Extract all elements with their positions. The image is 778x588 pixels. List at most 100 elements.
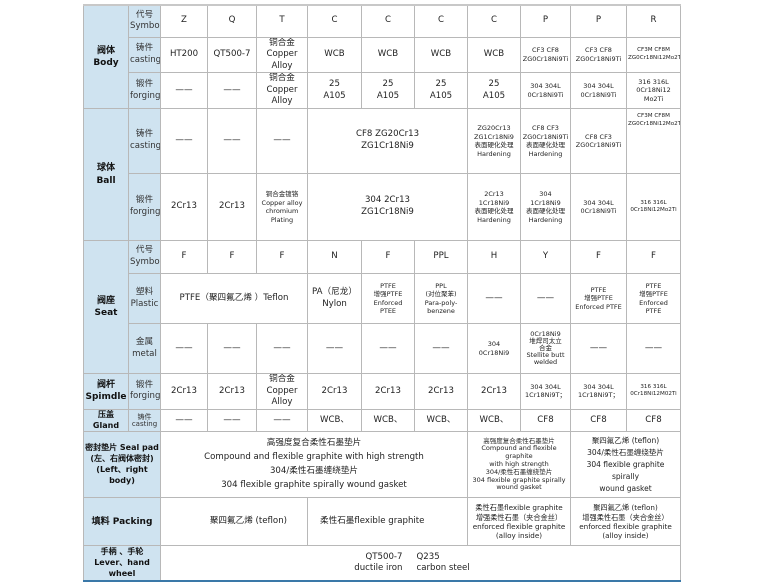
- cell: WCB: [361, 36, 415, 74]
- cell: PTFE 增强PTFE Enforced PTEE: [361, 273, 415, 325]
- cell: 柔性石墨flexible graphite 增强柔性石墨（夹合金丝） enfor…: [467, 497, 571, 547]
- cell: WCB、: [414, 408, 468, 433]
- body-symbol-row: 阀体 Body 代号 Symbol Z Q T C C C C P P R: [83, 4, 681, 110]
- cell: 柔性石墨flexible graphite: [307, 497, 468, 547]
- cell: 304 304L 1Cr18Ni9T；: [570, 373, 627, 410]
- cell: CF8: [570, 408, 627, 433]
- cell: ——: [160, 108, 208, 175]
- cell: F: [361, 240, 415, 275]
- cell: N: [307, 240, 362, 275]
- cell: PA（尼龙） Nylon: [307, 273, 362, 325]
- cell: ——: [207, 408, 257, 433]
- cell: 2Cr13: [467, 373, 521, 410]
- cell: F: [256, 240, 308, 275]
- cell: 2Cr13 1Cr18Ni9 表面硬化处理 Hardening: [467, 173, 521, 242]
- cell: CF3M CF8M ZG0Cr18Ni12Mo2Ti: [626, 36, 681, 74]
- cell: 316 316L 0Cr18Ni12M02Ti: [626, 373, 681, 410]
- cell: F: [207, 240, 257, 275]
- cell: ——: [256, 323, 308, 375]
- cell: 2Cr13: [414, 373, 468, 410]
- cell: QT500-7: [207, 36, 257, 74]
- cell: ——: [570, 323, 627, 375]
- row-label: 锻件 forging: [128, 373, 161, 410]
- cell: PPL: [414, 240, 468, 275]
- cell: WCB: [307, 36, 362, 74]
- cell: ——: [414, 323, 468, 375]
- cell: WCB: [414, 36, 468, 74]
- cell: 25 A105: [307, 72, 362, 110]
- cell: C: [361, 4, 415, 38]
- seal-pad-group-label: 密封垫片 Seal pad (左、右阀体密封) (Left、right body…: [83, 431, 161, 499]
- cell: C: [467, 4, 521, 38]
- cell: 304 304L 0Cr18Ni9Ti: [520, 72, 571, 110]
- cell: Y: [520, 240, 571, 275]
- ball-group-label: 球体 Ball: [83, 108, 129, 242]
- cell: WCB: [467, 36, 521, 74]
- cell: C: [414, 4, 468, 38]
- row-label: 代号 Symbol: [128, 240, 161, 275]
- cell: 304 304L 1Cr18Ni9T；: [520, 373, 571, 410]
- cell: F: [570, 240, 627, 275]
- spindle-group-label: 阀杆 Spimdle: [83, 373, 129, 410]
- cell: WCB、: [307, 408, 362, 433]
- cell: 316 316L 0Cr18Ni12Mo2Ti: [626, 173, 681, 242]
- seat-symbol-row: 阀座 Seat 代号 Symbol F F F N F PPL H Y F F: [83, 240, 681, 375]
- cell: ——: [361, 323, 415, 375]
- body-casting-row: 铸件 casting HT200 QT500-7 铜合金 Copper Allo…: [84, 36, 681, 74]
- seat-metal-row: 金属 metal —— —— —— —— —— —— 304 0Cr18Ni9 …: [84, 323, 681, 375]
- cell: ——: [207, 323, 257, 375]
- cell: ——: [256, 108, 308, 175]
- packing-row: 填料 Packing 聚四氟乙烯 (teflon) 柔性石墨flexible g…: [83, 497, 681, 547]
- cell: 304 304L 0Cr18Ni9Ti: [570, 72, 627, 110]
- cell: 2Cr13: [160, 173, 208, 242]
- cell: P: [570, 4, 627, 38]
- cell: CF8: [520, 408, 571, 433]
- body-forging-row: 锻件 forging —— —— 铜合金 Copper Alloy 25 A10…: [84, 72, 681, 110]
- row-label: 铸件 casting: [128, 408, 161, 433]
- cell: 铜合金镀铬 Copper alloy chromium Plating: [256, 173, 308, 242]
- cell: 304 1Cr18Ni9 表面硬化处理 Hardening: [520, 173, 571, 242]
- seat-plastic-row: 塑料 Plastic PTFE（聚四氟乙烯 ）Teflon PA（尼龙） Nyl…: [84, 273, 681, 325]
- row-label: 锻件 forging: [128, 72, 161, 110]
- cell: ZG20Cr13 ZG1Cr18Ni9 表面硬化处理 Hardening: [467, 108, 521, 175]
- cell: 2Cr13: [207, 373, 257, 410]
- cell: 2Cr13: [361, 373, 415, 410]
- cell: H: [467, 240, 521, 275]
- gland-row: 压盖 Gland 铸件 casting —— —— —— WCB、 WCB、 W…: [83, 408, 681, 433]
- cell: PTFE 增强PTFE Enforced PTFE: [570, 273, 627, 325]
- row-label: 塑料 Plastic: [128, 273, 161, 325]
- cell: 304 2Cr13 ZG1Cr18Ni9: [307, 173, 468, 242]
- cell: CF3 CF8 ZG0Cr18Ni9Ti: [570, 36, 627, 74]
- cell: CF3 CF8 ZG0Cr18Ni9Ti: [520, 36, 571, 74]
- cell: P: [520, 4, 571, 38]
- packing-group-label: 填料 Packing: [83, 497, 161, 547]
- cell: F: [626, 240, 681, 275]
- cell: ——: [626, 323, 681, 375]
- cell: CF8: [626, 408, 681, 433]
- ball-forging-row: 锻件 forging 2Cr13 2Cr13 铜合金镀铬 Copper allo…: [84, 173, 681, 242]
- row-label: 铸件 casting: [128, 108, 161, 175]
- body-group-label: 阀体 Body: [83, 4, 129, 110]
- cell: PTFE（聚四氟乙烯 ）Teflon: [160, 273, 308, 325]
- cell: T: [256, 4, 308, 38]
- cell: PTFE 增强PTFE Enforced PTFE: [626, 273, 681, 325]
- cell: PPL (对位聚苯) Para-poly- benzene: [414, 273, 468, 325]
- cell: CF8 ZG20Cr13 ZG1Cr18Ni9: [307, 108, 468, 175]
- material-table: 阀体 Body 代号 Symbol Z Q T C C C C P P R 铸件…: [83, 4, 681, 582]
- cell: 铜合金 Copper Alloy: [256, 72, 308, 110]
- cell: Q235 carbon steel: [414, 545, 681, 582]
- cell: ——: [307, 323, 362, 375]
- cell: 304 0Cr18Ni9: [467, 323, 521, 375]
- cell: HT200: [160, 36, 208, 74]
- cell: ——: [160, 323, 208, 375]
- cell: 聚四氟乙烯 (teflon) 304/柔性石墨缠绕垫片 304 flexible…: [570, 431, 681, 499]
- cell: CF3M CF8M ZG0Cr18Ni12Mo2Ti: [626, 108, 681, 175]
- cell: ——: [207, 108, 257, 175]
- cell: R: [626, 4, 681, 38]
- cell: 0Cr18Ni9 堆焊司太立 合金 Stellite butt welded: [520, 323, 571, 375]
- cell: 25 A105: [361, 72, 415, 110]
- gland-group-label: 压盖 Gland: [83, 408, 129, 433]
- cell: Q: [207, 4, 257, 38]
- cell: ——: [160, 408, 208, 433]
- lever-group-label: 手柄 、手轮 Lever、hand wheel: [83, 545, 161, 582]
